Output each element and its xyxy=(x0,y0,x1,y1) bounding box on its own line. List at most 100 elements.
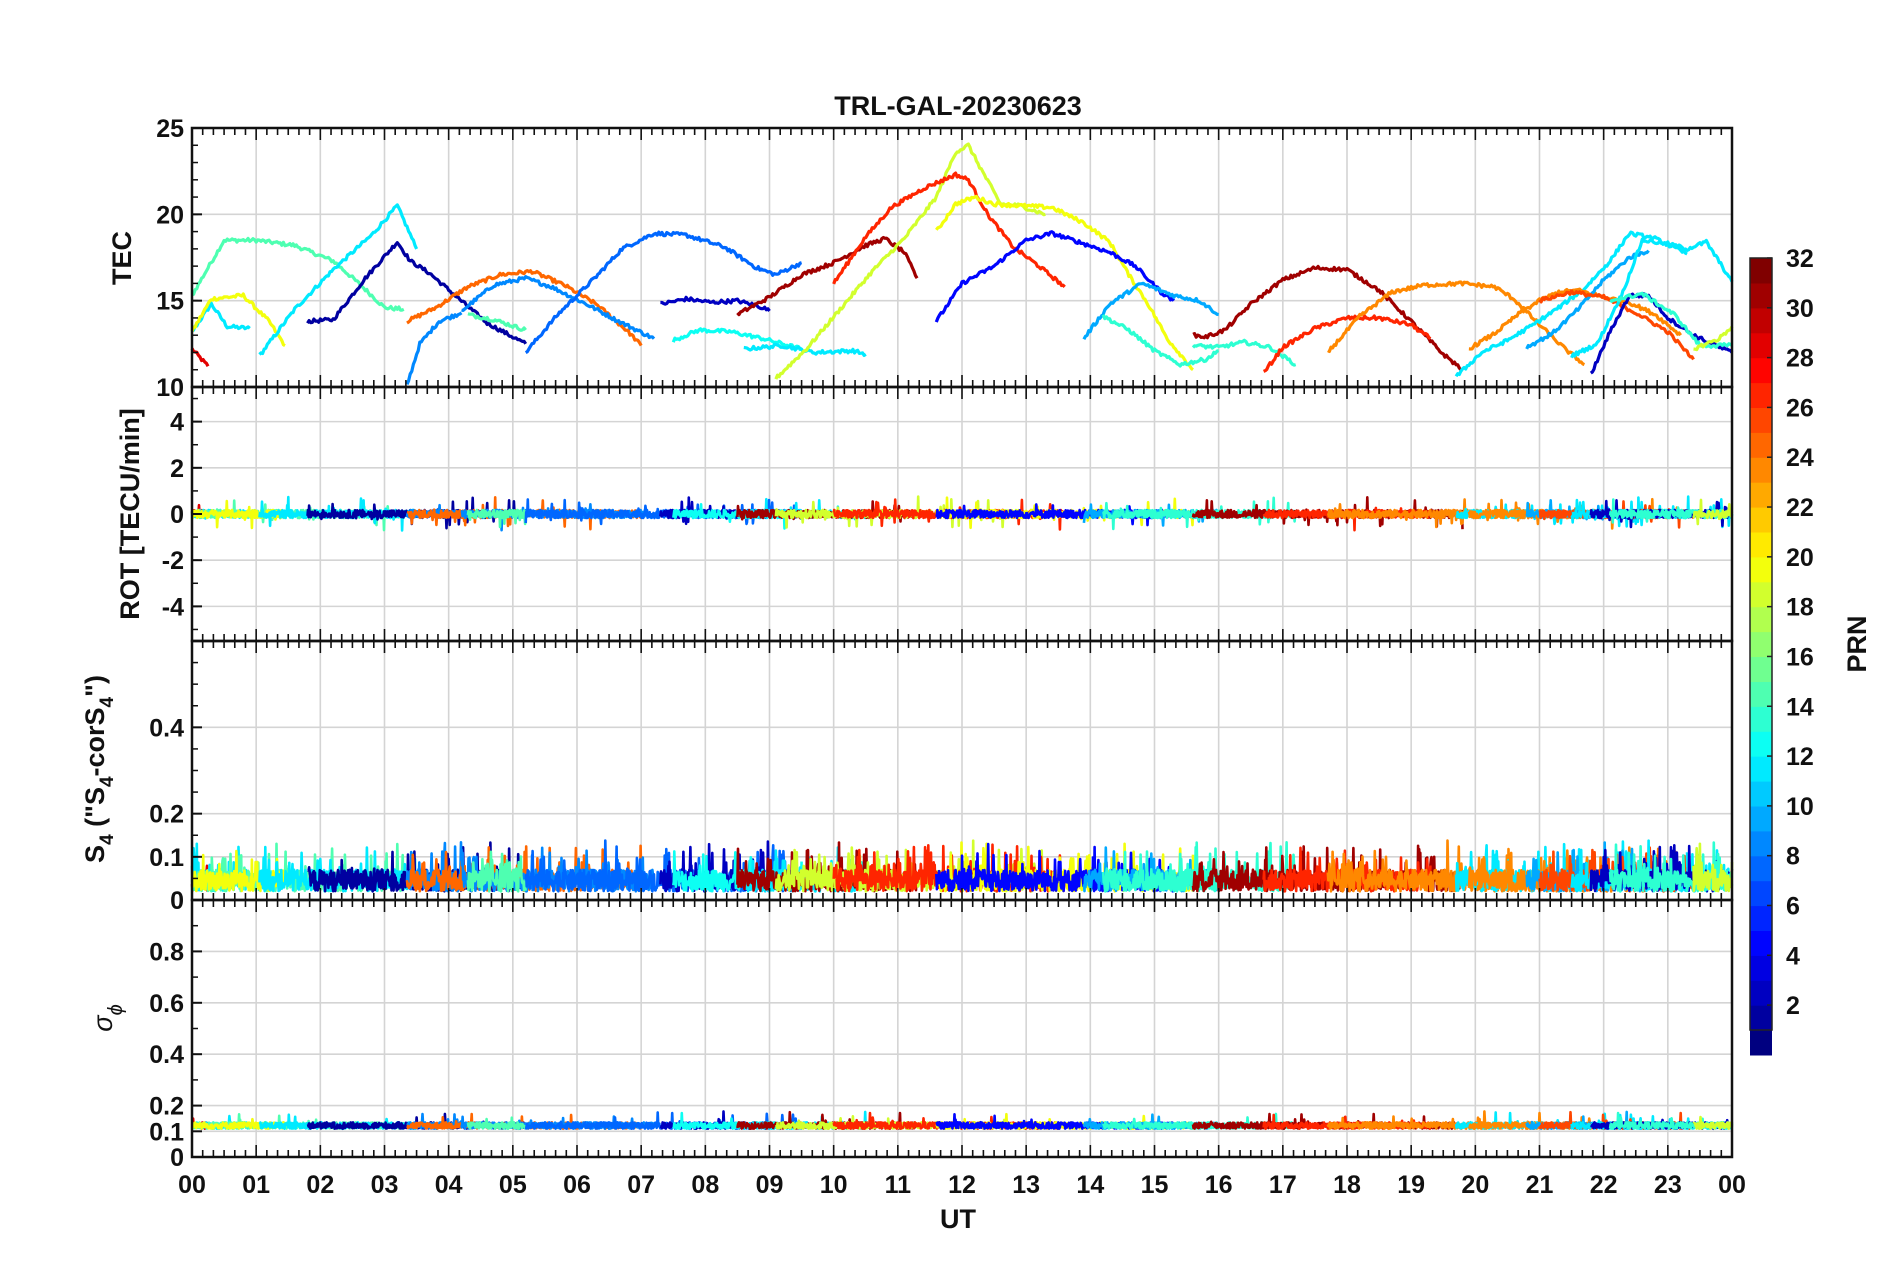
x-tick-label: 15 xyxy=(1141,1171,1169,1199)
colorbar-tick-label: 14 xyxy=(1786,693,1814,721)
tec-series-line-prn-19 xyxy=(1693,325,1734,352)
s4-series-line-prn-19 xyxy=(1692,842,1734,893)
sigma-panel: 00.10.2 0.4 0.6 0.8 xyxy=(149,898,1734,1172)
y-tick-label: 0 xyxy=(170,1144,184,1172)
colorbar-tick-label: 32 xyxy=(1786,245,1814,273)
tec-y-label: TEC xyxy=(107,231,137,285)
colorbar-band xyxy=(1750,507,1772,533)
tec-series-line-prn-12 xyxy=(1454,230,1688,378)
x-tick-label: 13 xyxy=(1012,1171,1040,1199)
x-tick-label: 19 xyxy=(1397,1171,1425,1199)
x-tick-label: 04 xyxy=(435,1171,463,1199)
y-tick-label: 0.6 xyxy=(149,990,184,1018)
colorbar-band xyxy=(1750,432,1772,458)
tec-series-line-prn-12 xyxy=(258,203,419,356)
x-tick-label: 00 xyxy=(1718,1171,1746,1199)
colorbar-band xyxy=(1750,756,1772,782)
colorbar-tick-label: 12 xyxy=(1786,743,1814,771)
x-tick-label: 17 xyxy=(1269,1171,1297,1199)
tec-series-line-prn-15 xyxy=(467,312,527,332)
tec-series-line-prn-25 xyxy=(406,269,643,347)
tec-series-line-prn-27 xyxy=(1262,314,1432,373)
colorbar-band xyxy=(1750,930,1772,956)
colorbar-band xyxy=(1750,980,1772,1006)
colorbar-tick-label: 30 xyxy=(1786,295,1814,323)
s4-y-label: S4 ("S4-corS4") xyxy=(80,675,118,863)
y-tick-label: 25 xyxy=(156,115,184,143)
rot-series-line-prn-19 xyxy=(1692,498,1734,526)
tec-series-line-prn-9 xyxy=(405,311,463,385)
sigma-series xyxy=(190,1110,1734,1130)
tec-series-line-prn-24 xyxy=(1327,280,1586,367)
colorbar-band xyxy=(1750,955,1772,981)
x-tick-label: 16 xyxy=(1205,1171,1233,1199)
x-tick-label: 03 xyxy=(371,1171,399,1199)
x-tick-label: 02 xyxy=(306,1171,334,1199)
colorbar-band xyxy=(1750,457,1772,483)
colorbar-band xyxy=(1750,706,1772,732)
colorbar-band xyxy=(1750,332,1772,359)
colorbar-band xyxy=(1750,656,1772,682)
rot-panel: -4 -2 0 2 4 xyxy=(162,385,1734,643)
tec-series-line-prn-26 xyxy=(1538,289,1695,361)
x-tick-label: 20 xyxy=(1461,1171,1489,1199)
tec-series-line-prn-15 xyxy=(191,236,405,312)
colorbar-band xyxy=(1750,681,1772,707)
y-tick-label: 0.1 xyxy=(149,844,184,872)
x-tick-label: 21 xyxy=(1526,1171,1554,1199)
x-tick-label: 06 xyxy=(563,1171,591,1199)
y-tick-label: 0 xyxy=(170,501,184,529)
colorbar-label: PRN xyxy=(1842,615,1872,672)
rot-y-label: ROT [TECU/min] xyxy=(115,408,145,619)
tec-series-line-prn-2 xyxy=(306,241,528,345)
tec-series-line-prn-13 xyxy=(671,327,802,351)
colorbar-band xyxy=(1750,581,1772,608)
colorbar-tick-label: 18 xyxy=(1786,594,1814,622)
x-tick-label: 00 xyxy=(178,1171,206,1199)
y-tick-label: 0.4 xyxy=(149,1041,184,1069)
tec-series-line-prn-31 xyxy=(736,235,919,317)
colorbar-tick-label: 6 xyxy=(1786,892,1800,920)
colorbar-band xyxy=(1750,805,1772,832)
colorbar-tick-label: 26 xyxy=(1786,394,1814,422)
colorbar-band xyxy=(1750,258,1772,284)
tec-series-line-prn-20 xyxy=(190,292,286,347)
sigma-y-label: σϕ xyxy=(88,1004,127,1031)
tec-series-line-prn-20 xyxy=(935,194,1194,372)
tec-series-line-prn-12 xyxy=(1570,237,1734,359)
colorbar-bands xyxy=(1750,258,1772,1056)
rot-series xyxy=(190,495,1734,532)
y-tick-label: 0.2 xyxy=(149,801,184,829)
chart-title: TRL-GAL-20230623 xyxy=(834,91,1082,121)
colorbar-band xyxy=(1750,407,1772,433)
tec-series-line-prn-10 xyxy=(1525,249,1650,350)
rot-series-line-prn-15 xyxy=(466,508,527,529)
tec-series-line-prn-8 xyxy=(524,230,803,354)
colorbar-tick-label: 28 xyxy=(1786,345,1814,373)
y-tick-label: 4 xyxy=(170,409,184,437)
colorbar-band xyxy=(1750,357,1772,384)
tec-series-line-prn-9 xyxy=(461,275,656,340)
y-tick-label: 0.2 xyxy=(149,1093,184,1121)
colorbar-band xyxy=(1750,282,1772,309)
y-tick-label: -4 xyxy=(162,593,184,621)
tec-series-line-prn-27 xyxy=(832,171,1066,288)
sigma-axes: 00.10.2 0.4 0.6 0.8 xyxy=(149,898,1734,1172)
x-tick-label: 11 xyxy=(885,1171,912,1199)
tec-series-line-prn-5 xyxy=(934,230,1176,323)
sigma-series-line-prn-19 xyxy=(1692,1115,1734,1130)
x-tick-label: 18 xyxy=(1333,1171,1361,1199)
x-tick-label: 01 xyxy=(242,1171,270,1199)
colorbar-band xyxy=(1750,905,1772,931)
colorbar-band xyxy=(1750,606,1772,633)
colorbar-band xyxy=(1750,382,1772,408)
colorbar-band xyxy=(1750,830,1772,857)
colorbar-tick-label: 20 xyxy=(1786,544,1814,572)
sigma-frame xyxy=(190,898,1734,1159)
colorbar-band xyxy=(1750,307,1772,334)
colorbar-band xyxy=(1750,880,1772,907)
colorbar-band xyxy=(1750,1005,1772,1031)
colorbar-band xyxy=(1750,531,1772,558)
